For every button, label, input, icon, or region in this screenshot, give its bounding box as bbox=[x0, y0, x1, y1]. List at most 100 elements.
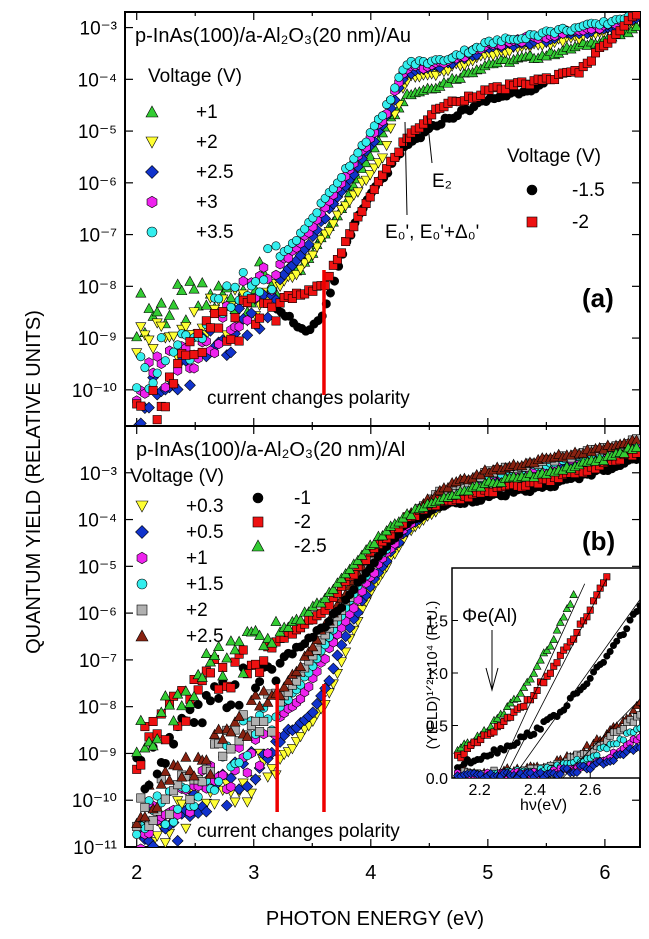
data-point bbox=[259, 262, 269, 273]
legend-label: +3.5 bbox=[196, 222, 234, 243]
data-point bbox=[249, 689, 262, 700]
data-point bbox=[299, 258, 311, 269]
data-point bbox=[246, 294, 256, 304]
inset-fit-line bbox=[504, 578, 608, 778]
panel-b-y-axis: 10⁻³ 10⁻⁴ 10⁻⁵ 10⁻⁶ 10⁻⁷ 10⁻⁸ 10⁻⁹ 10⁻¹⁰ 10⁻¹¹ bbox=[72, 426, 640, 859]
data-point bbox=[324, 616, 334, 626]
panel-a-y-axis: 10⁻³ 10⁻⁴ 10⁻⁵ 10⁻⁶ 10⁻⁷ 10⁻⁸ 10⁻⁹ 10⁻¹⁰ bbox=[72, 12, 640, 426]
data-point bbox=[263, 244, 273, 254]
data-point bbox=[171, 834, 184, 847]
inset-phi-arrowhead bbox=[485, 667, 499, 692]
inset-data-point bbox=[546, 669, 554, 677]
y-axis-title: QUANTUM YIELD (RELATIVE UNITS) bbox=[23, 310, 45, 654]
data-point bbox=[262, 696, 274, 707]
legend-entry: +2 bbox=[136, 600, 208, 621]
data-point bbox=[284, 311, 294, 321]
data-point bbox=[226, 781, 236, 793]
inset-data-point bbox=[542, 645, 552, 654]
data-point bbox=[226, 302, 236, 312]
inset-data-point bbox=[569, 590, 578, 598]
data-point bbox=[226, 700, 236, 710]
data-point bbox=[208, 728, 221, 739]
panel-b: 10⁻³ 10⁻⁴ 10⁻⁵ 10⁻⁶ 10⁻⁷ 10⁻⁸ 10⁻⁹ 10⁻¹⁰ 10⁻¹¹ 2… bbox=[72, 425, 641, 884]
inset-data-point bbox=[572, 767, 582, 778]
data-point bbox=[325, 288, 335, 298]
data-point bbox=[156, 333, 166, 343]
data-point bbox=[249, 773, 262, 786]
inset-data-point bbox=[512, 694, 522, 703]
y-tick-label: 10⁻⁶ bbox=[78, 604, 117, 625]
data-point bbox=[267, 727, 277, 737]
data-point bbox=[312, 208, 322, 218]
inset-data-point bbox=[513, 739, 521, 747]
y-tick-label: 10⁻³ bbox=[80, 19, 118, 40]
data-point bbox=[134, 417, 147, 426]
data-point bbox=[267, 302, 277, 312]
panel-b-label: (b) bbox=[582, 526, 615, 556]
data-point bbox=[184, 764, 196, 776]
data-point bbox=[302, 238, 315, 251]
data-point bbox=[376, 153, 389, 164]
legend-label: -2 bbox=[572, 212, 589, 233]
data-point bbox=[213, 640, 225, 651]
data-point bbox=[185, 337, 195, 347]
inset-data-point bbox=[565, 599, 575, 608]
legend-entry: +2.5 bbox=[145, 162, 234, 183]
data-point bbox=[208, 799, 221, 810]
data-point bbox=[173, 340, 183, 350]
legend-marker bbox=[252, 492, 264, 504]
panel-a: 10⁻³ 10⁻⁴ 10⁻⁵ 10⁻⁶ 10⁻⁷ 10⁻⁸ 10⁻⁹ 10⁻¹⁰ p-InAs… bbox=[72, 11, 641, 427]
data-point bbox=[229, 644, 241, 655]
legend-marker bbox=[145, 136, 159, 149]
legend-label: +1 bbox=[196, 102, 218, 123]
inset-data-point bbox=[519, 682, 529, 691]
data-point bbox=[238, 267, 248, 277]
data-point bbox=[210, 347, 220, 359]
data-point bbox=[307, 641, 319, 652]
data-point bbox=[311, 697, 323, 710]
inset-x-tick-label: 2.4 bbox=[524, 782, 546, 799]
inset-plot-area bbox=[452, 573, 640, 778]
data-point bbox=[340, 201, 352, 212]
inset-y-tick-label: 1.0 bbox=[426, 666, 448, 683]
x-tick-label: 6 bbox=[599, 862, 610, 884]
inset-fit-line bbox=[495, 583, 586, 778]
data-point bbox=[180, 685, 192, 696]
data-point bbox=[155, 297, 167, 308]
data-point bbox=[200, 299, 212, 310]
legend-marker bbox=[136, 604, 148, 616]
data-point bbox=[155, 321, 167, 332]
legend-label: +3 bbox=[196, 192, 218, 213]
inset-data-point bbox=[586, 674, 594, 682]
legend-label: +2.5 bbox=[186, 626, 224, 647]
data-point bbox=[143, 302, 155, 313]
inset-data-point bbox=[606, 647, 614, 655]
data-point bbox=[226, 683, 236, 693]
data-point bbox=[214, 294, 224, 304]
data-point bbox=[291, 236, 301, 246]
y-tick-label: 10⁻⁵ bbox=[78, 122, 117, 143]
data-point bbox=[368, 537, 380, 548]
data-point bbox=[200, 647, 212, 658]
data-point bbox=[181, 350, 191, 360]
data-point bbox=[147, 344, 159, 355]
legend-marker bbox=[145, 105, 159, 118]
legend-entry: +1 bbox=[136, 548, 208, 569]
inset-data-point bbox=[555, 769, 565, 778]
data-point bbox=[176, 700, 188, 711]
inset-data-point bbox=[556, 617, 565, 626]
data-point bbox=[254, 629, 266, 640]
data-point bbox=[221, 652, 233, 663]
inset-data-point bbox=[553, 659, 561, 667]
inset-data-point bbox=[549, 634, 559, 643]
legend-marker bbox=[135, 629, 149, 642]
inset-data-point bbox=[636, 711, 640, 719]
data-point bbox=[136, 352, 146, 362]
data-point bbox=[163, 774, 176, 785]
y-tick-label: 10⁻¹⁰ bbox=[72, 791, 117, 812]
legend-marker bbox=[136, 551, 148, 565]
data-point bbox=[234, 321, 244, 332]
data-point bbox=[234, 758, 244, 768]
data-point bbox=[323, 674, 336, 687]
inset-data-point bbox=[540, 679, 548, 687]
